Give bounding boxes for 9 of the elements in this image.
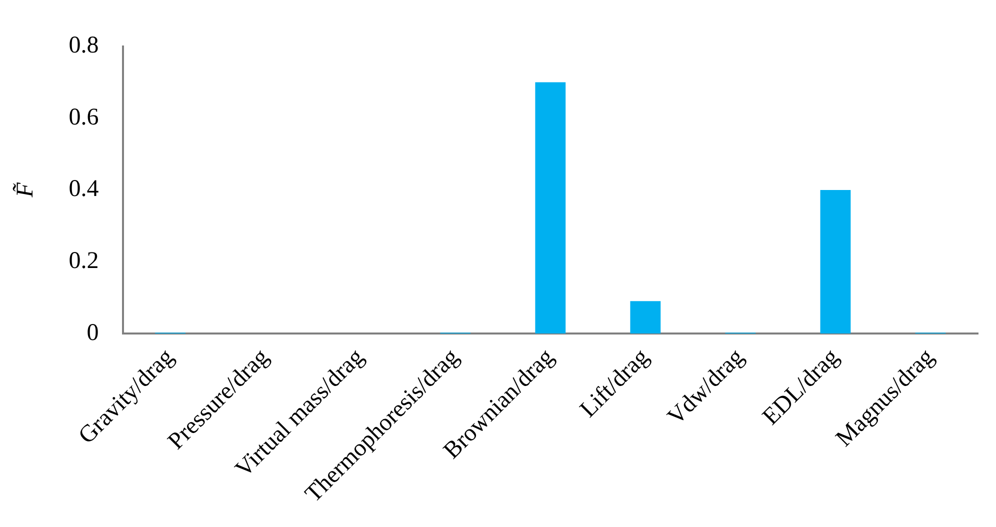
y-tick-label: 0.2 xyxy=(68,248,99,274)
y-tick-label: 0.6 xyxy=(68,104,99,130)
y-axis-title: F̃ xyxy=(12,182,39,198)
bar xyxy=(535,82,566,334)
bar xyxy=(820,190,851,334)
bar xyxy=(630,301,661,334)
y-tick-label: 0 xyxy=(86,320,99,346)
y-tick-label: 0.8 xyxy=(68,32,99,59)
y-tick-label: 0.4 xyxy=(68,176,99,202)
